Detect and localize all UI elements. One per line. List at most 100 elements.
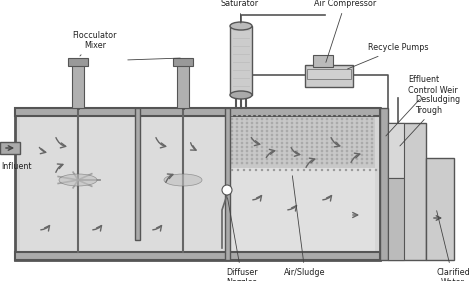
Text: Air Compressor: Air Compressor [314, 0, 376, 62]
Circle shape [255, 118, 258, 120]
Circle shape [246, 130, 248, 132]
Circle shape [231, 114, 233, 116]
Circle shape [261, 138, 263, 140]
Bar [230, 113, 375, 168]
Circle shape [261, 158, 263, 160]
Circle shape [296, 150, 298, 152]
Circle shape [306, 138, 308, 140]
Circle shape [261, 118, 263, 120]
Circle shape [301, 114, 303, 116]
Circle shape [316, 142, 319, 144]
Circle shape [266, 142, 268, 144]
Circle shape [321, 134, 323, 136]
Circle shape [366, 158, 368, 160]
Circle shape [326, 122, 328, 124]
Circle shape [231, 130, 233, 132]
Circle shape [297, 169, 299, 171]
Circle shape [271, 154, 273, 156]
Circle shape [301, 122, 303, 124]
Circle shape [366, 118, 368, 120]
Circle shape [255, 142, 258, 144]
Circle shape [271, 158, 273, 160]
Circle shape [316, 162, 319, 164]
Circle shape [371, 162, 374, 164]
Circle shape [346, 114, 348, 116]
Circle shape [236, 114, 238, 116]
Circle shape [241, 118, 243, 120]
Circle shape [286, 138, 288, 140]
Circle shape [341, 130, 343, 132]
Circle shape [316, 138, 319, 140]
Circle shape [346, 130, 348, 132]
Circle shape [351, 138, 353, 140]
Circle shape [346, 142, 348, 144]
Text: Recycle Pumps: Recycle Pumps [347, 44, 428, 69]
Circle shape [346, 162, 348, 164]
Circle shape [321, 154, 323, 156]
Circle shape [286, 162, 288, 164]
Circle shape [291, 142, 293, 144]
Circle shape [326, 146, 328, 148]
Circle shape [331, 114, 333, 116]
Circle shape [251, 118, 253, 120]
Circle shape [310, 162, 313, 164]
Circle shape [281, 154, 283, 156]
Circle shape [306, 150, 308, 152]
Circle shape [366, 162, 368, 164]
Circle shape [241, 114, 243, 116]
Circle shape [276, 114, 278, 116]
Circle shape [310, 130, 313, 132]
Circle shape [231, 150, 233, 152]
Circle shape [356, 154, 358, 156]
Circle shape [301, 130, 303, 132]
Circle shape [296, 138, 298, 140]
Circle shape [281, 158, 283, 160]
Circle shape [333, 169, 335, 171]
Circle shape [246, 146, 248, 148]
Circle shape [249, 169, 251, 171]
Circle shape [267, 169, 269, 171]
Bar [135, 108, 140, 240]
Circle shape [261, 162, 263, 164]
Circle shape [231, 134, 233, 136]
Circle shape [255, 114, 258, 116]
Circle shape [336, 162, 338, 164]
Circle shape [255, 138, 258, 140]
Circle shape [336, 126, 338, 128]
Circle shape [321, 130, 323, 132]
Circle shape [336, 138, 338, 140]
Circle shape [246, 134, 248, 136]
Circle shape [306, 118, 308, 120]
Circle shape [241, 130, 243, 132]
Circle shape [241, 122, 243, 124]
Circle shape [361, 114, 363, 116]
Circle shape [366, 114, 368, 116]
Bar [68, 58, 88, 66]
Circle shape [261, 130, 263, 132]
Circle shape [246, 138, 248, 140]
Circle shape [261, 154, 263, 156]
Circle shape [255, 158, 258, 160]
Circle shape [369, 169, 371, 171]
Circle shape [291, 134, 293, 136]
Circle shape [255, 162, 258, 164]
Circle shape [336, 146, 338, 148]
Bar [225, 108, 230, 260]
Circle shape [356, 122, 358, 124]
Circle shape [261, 150, 263, 152]
Circle shape [321, 158, 323, 160]
Circle shape [321, 150, 323, 152]
Circle shape [281, 142, 283, 144]
Circle shape [286, 142, 288, 144]
Circle shape [261, 134, 263, 136]
Bar [388, 178, 404, 260]
Circle shape [366, 130, 368, 132]
Circle shape [286, 114, 288, 116]
Circle shape [296, 162, 298, 164]
Circle shape [271, 162, 273, 164]
Circle shape [276, 130, 278, 132]
Circle shape [261, 122, 263, 124]
Circle shape [361, 130, 363, 132]
Ellipse shape [164, 174, 202, 186]
Circle shape [366, 154, 368, 156]
